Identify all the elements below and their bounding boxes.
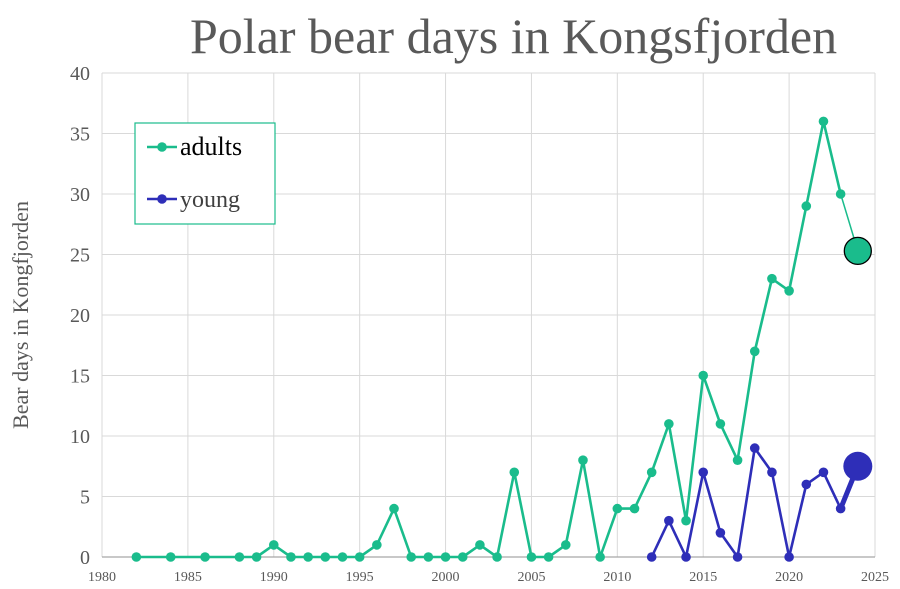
x-tick-label: 2010	[603, 570, 631, 585]
y-tick-label: 30	[70, 184, 90, 206]
series-young	[646, 443, 873, 562]
legend-swatch-marker	[157, 194, 167, 204]
chart-title: Polar bear days in Kongsfjorden	[190, 8, 838, 64]
data-point	[835, 503, 846, 514]
data-point	[475, 540, 485, 550]
data-point	[681, 515, 691, 526]
data-point	[664, 515, 674, 526]
data-point	[234, 552, 245, 562]
x-tick-label: 2000	[432, 570, 460, 585]
x-tick-label: 2005	[517, 570, 545, 585]
x-tick-label: 1995	[346, 570, 374, 585]
data-point	[818, 116, 829, 127]
legend-box	[134, 122, 276, 225]
y-tick-label: 20	[70, 305, 90, 327]
x-tick-label: 1990	[260, 570, 288, 585]
data-point	[801, 201, 812, 211]
series	[131, 116, 873, 562]
data-point	[578, 455, 588, 466]
data-point	[440, 552, 451, 562]
data-point	[767, 273, 777, 284]
highlight-point	[843, 451, 873, 481]
y-tick-label: 25	[70, 245, 90, 267]
x-tick-label: 2020	[775, 570, 803, 585]
y-tick-label: 10	[70, 426, 90, 448]
data-point	[732, 455, 743, 466]
data-point	[303, 552, 313, 562]
data-point	[251, 552, 262, 562]
data-point	[784, 552, 794, 562]
y-tick-label: 15	[70, 366, 90, 388]
data-point	[629, 503, 640, 514]
data-point	[406, 552, 417, 562]
data-point	[835, 189, 846, 199]
data-point	[646, 467, 657, 478]
data-point	[320, 552, 331, 562]
y-tick-label: 0	[80, 547, 90, 569]
data-point	[492, 552, 502, 562]
data-point	[749, 346, 760, 357]
y-tick-label: 5	[80, 487, 90, 509]
y-tick-label: 35	[70, 124, 90, 146]
data-point	[767, 467, 777, 478]
legend-label-adults: adults	[180, 132, 242, 161]
data-point	[165, 552, 176, 562]
data-point	[698, 370, 709, 381]
data-point	[337, 552, 348, 562]
data-point	[818, 467, 829, 478]
data-point	[612, 503, 623, 514]
y-tick-label: 40	[70, 63, 90, 85]
y-axis-label: Bear days in Kongfjorden	[8, 201, 33, 429]
legend-label-young: young	[180, 187, 240, 213]
x-tick-label: 1985	[174, 570, 202, 585]
x-tick-label: 2015	[689, 570, 717, 585]
data-point	[268, 540, 279, 550]
highlight-point	[843, 236, 872, 266]
data-point	[543, 552, 554, 562]
data-point	[561, 540, 571, 550]
data-point	[372, 540, 382, 550]
data-point	[200, 552, 210, 562]
data-point	[457, 552, 468, 562]
data-point	[664, 419, 674, 429]
data-point	[715, 419, 726, 429]
data-point	[749, 443, 760, 453]
data-point	[354, 552, 365, 562]
data-point	[526, 552, 537, 562]
data-point	[423, 552, 434, 562]
data-point	[131, 552, 142, 562]
data-point	[509, 467, 520, 478]
data-point	[681, 552, 691, 562]
data-point	[286, 552, 296, 562]
data-point	[732, 552, 743, 562]
series-line	[650, 446, 842, 559]
x-tick-label: 2025	[861, 570, 889, 585]
data-point	[389, 503, 399, 514]
legend-swatch-marker	[157, 142, 167, 152]
x-tick-label: 1980	[88, 570, 116, 585]
data-point	[646, 552, 657, 562]
data-point	[698, 467, 709, 478]
data-point	[784, 286, 794, 296]
legend: adults young	[134, 122, 276, 225]
data-point	[595, 552, 605, 562]
data-point	[715, 528, 726, 538]
data-point	[801, 479, 812, 490]
series-adults	[131, 116, 872, 562]
